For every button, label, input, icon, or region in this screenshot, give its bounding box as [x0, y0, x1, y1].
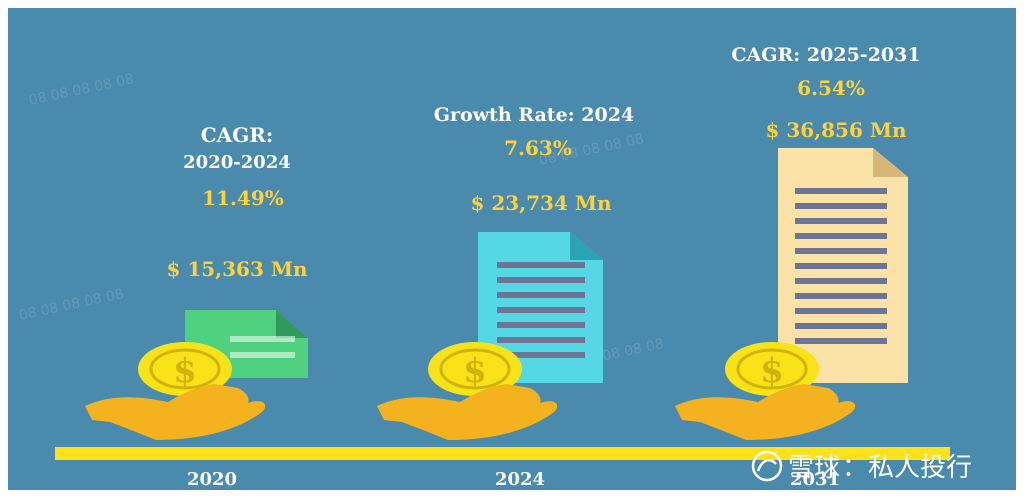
document-text-line: [497, 352, 585, 358]
svg-text:08 08 08 08 08: 08 08 08 08 08: [18, 286, 126, 324]
annotation-1-line-1: CAGR:: [201, 123, 274, 147]
corner-watermark: 雪球 ：私人投行: [751, 450, 972, 483]
document-text-line: [497, 307, 585, 313]
open-hand-icon: [675, 384, 856, 440]
document-text-line: [795, 323, 887, 329]
document-text-line: [795, 188, 887, 194]
annotation-1-rate: 11.49%: [202, 186, 284, 210]
document-text-line: [795, 278, 887, 284]
document-text-line: [497, 337, 585, 343]
document-text-line: [795, 233, 887, 239]
svg-text:08 08 08 08 08: 08 08 08 08 08: [28, 71, 136, 109]
document-icon: [478, 232, 603, 383]
svg-text:$: $: [463, 351, 487, 391]
document-icon: [778, 148, 908, 383]
document-text-line: [795, 293, 887, 299]
document-text-line: [795, 263, 887, 269]
dollar-coin-icon: $: [138, 342, 232, 396]
annotation-1-line-2: 2020-2024: [183, 152, 291, 173]
annotation-3-line-1: CAGR: 2025-2031: [731, 44, 920, 66]
document-text-line: [795, 218, 887, 224]
value-label-1: $ 15,363 Mn: [166, 257, 308, 281]
dollar-coin-icon: $: [725, 342, 819, 396]
group-2024: Growth Rate: 2024 7.63% $ 23,734 Mn $ 20…: [377, 104, 634, 490]
document-text-line: [497, 292, 585, 298]
document-text-line: [795, 308, 887, 314]
annotation-3-rate: 6.54%: [797, 76, 865, 100]
svg-text:$: $: [173, 351, 197, 391]
value-label-3: $ 36,856 Mn: [765, 118, 907, 142]
document-text-line: [497, 277, 585, 283]
annotation-2-rate: 7.63%: [504, 136, 572, 160]
watermark-logo-text: 雪球: [788, 453, 840, 483]
dollar-coin-icon: $: [428, 342, 522, 396]
document-text-line: [497, 322, 585, 328]
document-text-line: [795, 203, 887, 209]
watermark-account-text: ：私人投行: [842, 453, 972, 483]
svg-text:$: $: [760, 351, 784, 391]
group-2020: CAGR: 2020-2024 11.49% $ 15,363 Mn $ 202…: [85, 123, 308, 490]
group-2031: CAGR: 2025-2031 6.54% $ 36,856 Mn $ 2031: [675, 44, 921, 490]
timeline-bar: [55, 447, 950, 460]
open-hand-icon: [85, 384, 266, 440]
document-text-line: [795, 248, 887, 254]
open-hand-icon: [377, 384, 558, 440]
year-label-3: 2031: [790, 469, 840, 490]
annotation-2-line-1: Growth Rate: 2024: [434, 104, 634, 126]
xueqiu-logo-icon: [751, 450, 783, 482]
value-label-2: $ 23,734 Mn: [470, 191, 612, 215]
document-text-line: [497, 262, 585, 268]
document-text-line: [795, 338, 887, 344]
year-label-1: 2020: [187, 469, 237, 490]
year-label-2: 2024: [495, 469, 545, 490]
